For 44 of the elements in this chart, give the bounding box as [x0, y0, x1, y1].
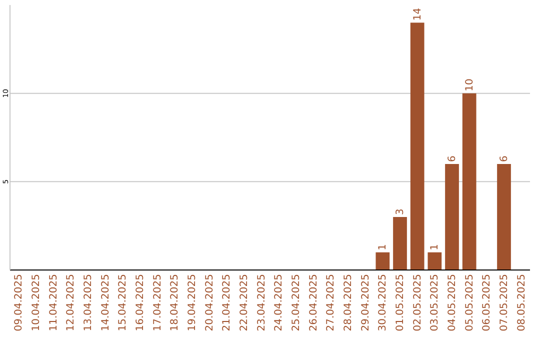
x-tick-label: 23.04.2025: [256, 274, 268, 332]
data-label: 1: [430, 244, 441, 250]
x-tick-label: 12.04.2025: [66, 274, 77, 332]
bar: [393, 217, 407, 270]
x-tick-label: 30.04.2025: [378, 274, 389, 332]
x-tick-label: 18.04.2025: [170, 274, 181, 332]
x-tick-label: 01.05.2025: [395, 274, 406, 332]
x-tick-label: 09.04.2025: [14, 274, 25, 332]
data-label: 10: [464, 78, 476, 92]
x-tick-label: 07.05.2025: [499, 274, 510, 332]
data-label: 6: [499, 156, 510, 162]
bar: [428, 252, 442, 270]
x-tick-label: 17.04.2025: [152, 274, 164, 332]
x-tick-label: 15.04.2025: [118, 274, 129, 332]
bar: [445, 164, 459, 270]
bar: [462, 93, 476, 270]
x-tick-label: 16.04.2025: [135, 274, 146, 332]
x-tick-label: 25.04.2025: [291, 274, 302, 332]
data-label: 1: [378, 244, 389, 250]
data-label: 3: [395, 208, 406, 215]
x-tick-label: 06.05.2025: [482, 274, 493, 332]
x-tick-label: 02.05.2025: [412, 274, 424, 332]
x-tick-label: 04.05.2025: [447, 274, 458, 332]
x-tick-label: 19.04.2025: [187, 274, 198, 332]
x-tick-label: 05.05.2025: [464, 274, 476, 332]
bar: [497, 164, 511, 270]
data-label: 6: [447, 156, 458, 162]
x-tick-label: 20.04.2025: [204, 274, 216, 332]
x-tick-label: 22.04.2025: [239, 274, 250, 332]
bar: [410, 22, 424, 270]
x-tick-label: 24.04.2025: [274, 274, 285, 332]
x-tick-label: 29.04.2025: [360, 274, 372, 332]
x-tick-label: 27.04.2025: [326, 274, 337, 332]
x-tick-label: 03.05.2025: [430, 274, 441, 332]
bar: [376, 252, 390, 270]
x-tick-label: 14.04.2025: [100, 274, 112, 332]
data-label: 14: [412, 8, 424, 21]
x-tick-label: 21.04.2025: [222, 274, 233, 332]
x-tick-label: 11.04.2025: [48, 274, 60, 332]
x-tick-label: 28.04.2025: [343, 274, 354, 332]
x-tick-label: 26.04.2025: [308, 274, 320, 332]
x-tick-label: 08.05.2025: [516, 274, 528, 332]
x-tick-label: 10.04.2025: [31, 274, 42, 332]
x-tick-label: 13.04.2025: [83, 274, 94, 332]
